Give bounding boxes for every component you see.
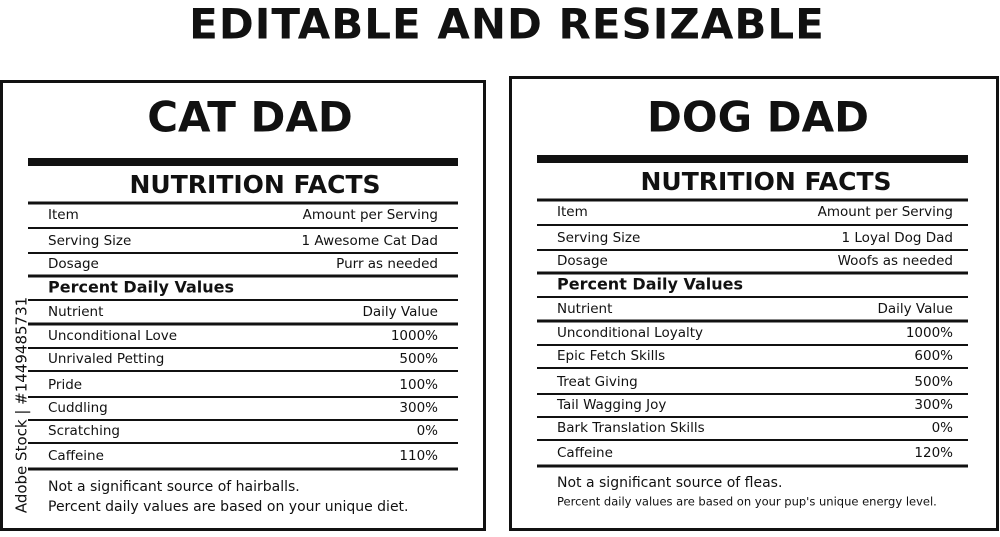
row-value: Daily Value	[362, 304, 438, 320]
row-value: 120%	[914, 445, 953, 461]
row-label: Serving Size	[48, 233, 131, 249]
footnote: Not a significant source of hairballs.	[48, 479, 300, 495]
row-label: Item	[48, 207, 79, 223]
row-value: 300%	[399, 400, 438, 416]
row-label: Percent Daily Values	[48, 278, 234, 297]
row-label: Pride	[48, 377, 82, 393]
label-title: CAT DAD	[147, 93, 353, 142]
row-value: 300%	[914, 397, 953, 413]
row-value: Amount per Serving	[303, 207, 438, 223]
row-value: 600%	[914, 348, 953, 364]
heading: NUTRITION FACTS	[129, 170, 380, 199]
footnote: Percent daily values are based on your p…	[557, 495, 937, 509]
row-value: Amount per Serving	[818, 204, 953, 220]
row-label: Epic Fetch Skills	[557, 348, 665, 364]
row-value: 500%	[399, 351, 438, 367]
row-label: Treat Giving	[556, 374, 638, 390]
row-value: 1 Loyal Dog Dad	[842, 230, 953, 246]
row-label: Percent Daily Values	[557, 275, 743, 294]
row-label: Unrivaled Petting	[48, 351, 164, 367]
row-value: 500%	[914, 374, 953, 390]
thick-bar	[537, 155, 968, 163]
row-value: 1000%	[391, 328, 438, 344]
row-label: Bark Translation Skills	[557, 420, 705, 436]
row-label: Caffeine	[557, 445, 613, 461]
row-value: 110%	[399, 448, 438, 464]
row-label: Serving Size	[557, 230, 640, 246]
label-frame	[509, 76, 999, 531]
row-value: 0%	[417, 423, 439, 439]
row-label: Nutrient	[557, 301, 612, 317]
footnote: Not a significant source of fleas.	[557, 475, 782, 491]
row-label: Item	[557, 204, 588, 220]
row-label: Unconditional Love	[48, 328, 177, 344]
row-label: Dosage	[48, 256, 99, 272]
page-title: EDITABLE AND RESIZABLE	[189, 0, 825, 49]
row-value: Daily Value	[877, 301, 953, 317]
row-label: Cuddling	[48, 400, 108, 416]
row-value: Purr as needed	[336, 256, 438, 272]
row-label: Dosage	[557, 253, 608, 269]
row-value: Woofs as needed	[838, 253, 953, 269]
row-value: 1000%	[906, 325, 953, 341]
footnote: Percent daily values are based on your u…	[48, 499, 409, 515]
row-label: Tail Wagging Joy	[556, 397, 666, 413]
row-label: Scratching	[48, 423, 120, 439]
row-value: 0%	[932, 420, 954, 436]
label-frame	[0, 80, 486, 531]
row-value: 1 Awesome Cat Dad	[302, 233, 438, 249]
watermark: Adobe Stock | #1449485731	[13, 297, 31, 513]
heading: NUTRITION FACTS	[640, 167, 891, 196]
row-label: Caffeine	[48, 448, 104, 464]
row-label: Nutrient	[48, 304, 103, 320]
thick-bar	[28, 158, 458, 166]
row-label: Unconditional Loyalty	[557, 325, 703, 341]
row-value: 100%	[399, 377, 438, 393]
label-title: DOG DAD	[647, 93, 869, 142]
